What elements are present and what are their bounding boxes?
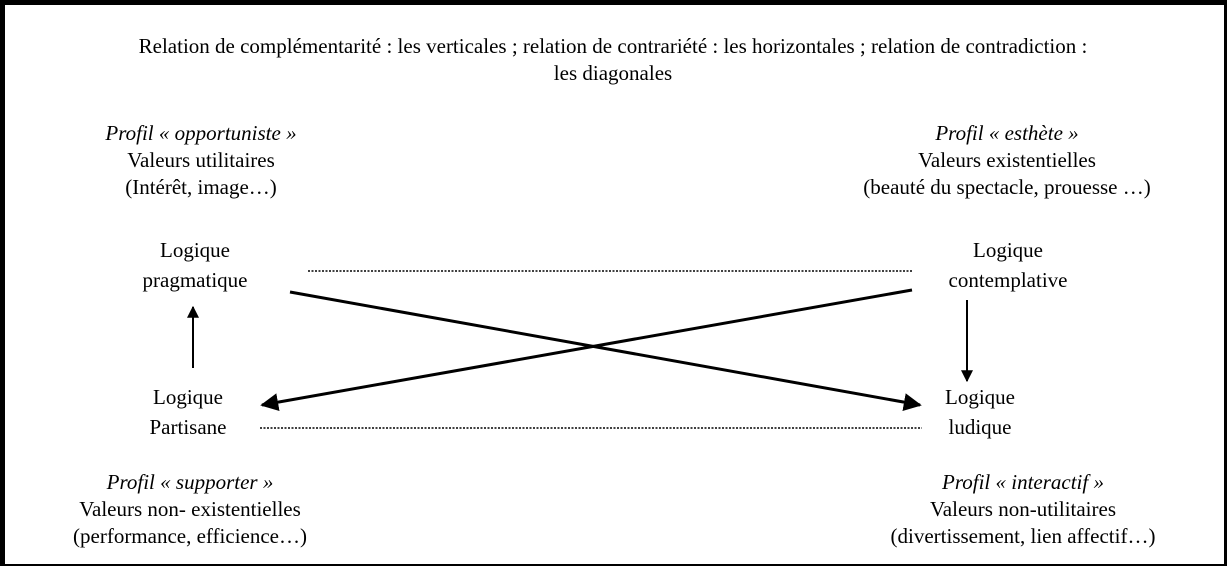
logic-node: Logique Partisane (150, 382, 227, 442)
logic-node: Logique contemplative (949, 235, 1068, 295)
contradiction-arrow-2 (260, 288, 913, 412)
logic-label: Logique (945, 385, 1015, 409)
logic-label: Logique (160, 238, 230, 262)
logic-node: Logique ludique (945, 382, 1015, 442)
profile-block: Profil « interactif » Valeurs non-utilit… (891, 469, 1156, 550)
profile-block: Profil « supporter » Valeurs non- existe… (73, 469, 307, 550)
profile-examples: (beauté du spectacle, prouesse …) (863, 175, 1151, 199)
contradiction-arrow-1 (289, 290, 922, 411)
profile-name: Profil « interactif » (942, 470, 1104, 494)
profile-name: Profil « supporter » (106, 470, 274, 494)
profile-values: Valeurs existentielles (918, 148, 1096, 172)
caption: Relation de complémentarité : les vertic… (139, 33, 1088, 87)
profile-values: Valeurs non- existentielles (79, 497, 301, 521)
logic-node: Logique pragmatique (143, 235, 248, 295)
connectors (187, 270, 973, 429)
logic-label: ludique (948, 415, 1012, 439)
profile-name: Profil « esthète » (935, 121, 1079, 145)
profile-examples: (performance, efficience…) (73, 524, 307, 548)
logic-label: pragmatique (142, 268, 248, 292)
profile-examples: (Intérêt, image…) (125, 175, 277, 199)
profile-block: Profil « esthète » Valeurs existentielle… (863, 120, 1150, 201)
profile-block: Profil « opportuniste » Valeurs utilitai… (105, 120, 296, 201)
profile-values: Valeurs utilitaires (127, 148, 275, 172)
caption-line: Relation de complémentarité : les vertic… (138, 34, 1088, 58)
logic-label: Logique (153, 385, 223, 409)
logic-label: Logique (973, 238, 1043, 262)
logic-label: Partisane (149, 415, 227, 439)
logic-label: contemplative (948, 268, 1068, 292)
caption-line: les diagonales (553, 61, 673, 85)
profile-values: Valeurs non-utilitaires (929, 497, 1117, 521)
profile-examples: (divertissement, lien affectif…) (890, 524, 1156, 548)
profile-name: Profil « opportuniste » (105, 121, 297, 145)
